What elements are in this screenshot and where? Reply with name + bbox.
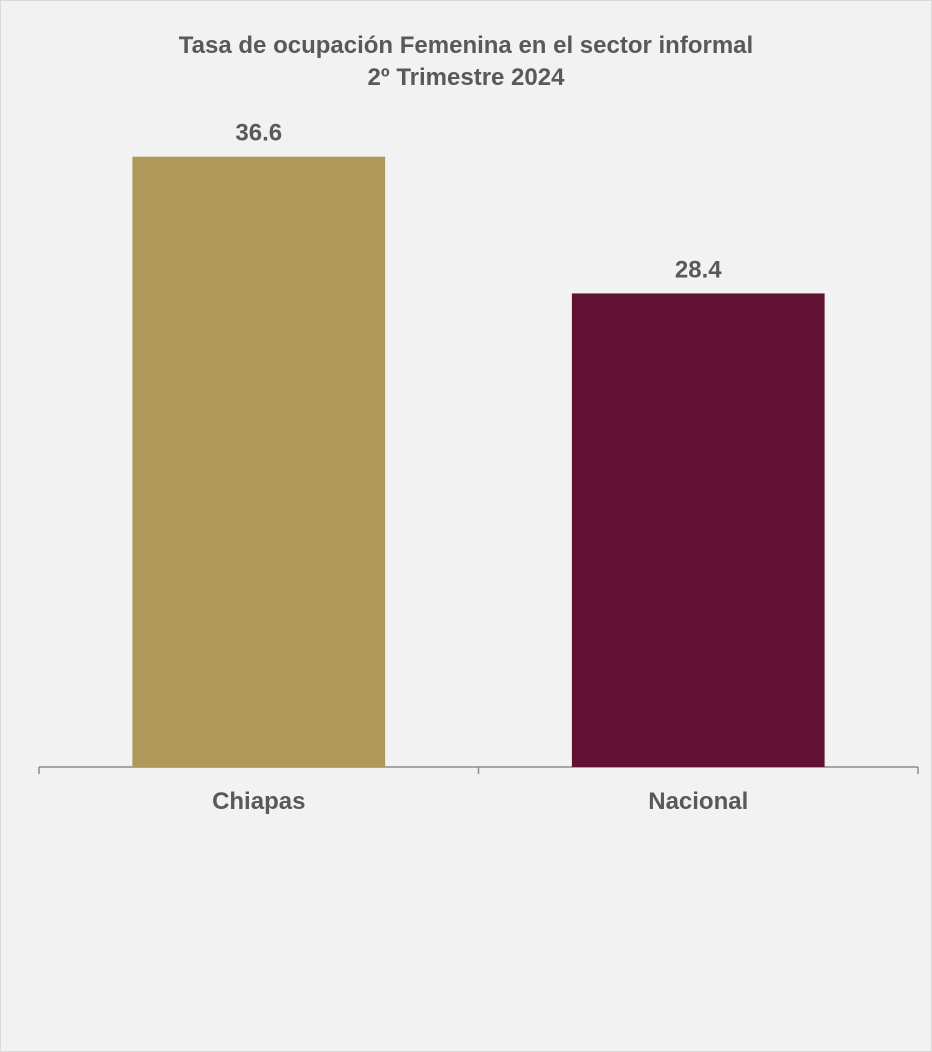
category-label-nacional: Nacional xyxy=(648,788,748,815)
chart-title-line1: Tasa de ocupación Femenina en el sector … xyxy=(178,32,754,59)
bar-chiapas xyxy=(132,156,386,767)
chart-title: Tasa de ocupación Femenina en el sector … xyxy=(0,30,932,94)
data-label-chiapas: 36.6 xyxy=(235,120,282,147)
chart-subtitle: 2º Trimestre 2024 xyxy=(367,64,565,91)
category-label-chiapas: Chiapas xyxy=(212,788,305,815)
bar-nacional xyxy=(571,293,825,767)
data-label-nacional: 28.4 xyxy=(675,256,722,283)
